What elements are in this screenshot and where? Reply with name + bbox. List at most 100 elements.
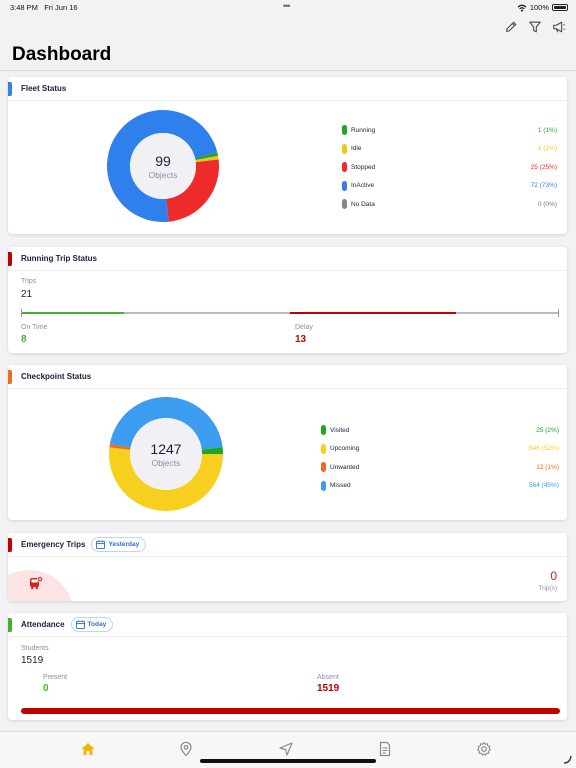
delay-value: 13 [295, 334, 307, 345]
filter-icon[interactable] [528, 20, 542, 34]
fleet-total: 99 [155, 152, 171, 169]
legend-item-unwanted[interactable]: Unwanted 12 (1%) [321, 458, 559, 477]
legend-swatch [342, 125, 347, 136]
legend-label: Running [351, 126, 376, 134]
donut-slice-unwanted[interactable] [109, 443, 131, 450]
emergency-trips-accent [8, 538, 12, 552]
legend-label: Visited [330, 426, 350, 434]
trip-bar-end-tick [558, 309, 559, 317]
legend-value: 564 (45%) [529, 482, 559, 490]
document-icon[interactable] [377, 741, 393, 757]
attendance-title: Attendance [21, 620, 65, 629]
attendance-card[interactable]: Attendance Today Students 1519 Present 0… [8, 613, 567, 720]
fleet-donut-center: 99 Objects [107, 110, 219, 222]
checkpoint-status-title: Checkpoint Status [21, 372, 92, 381]
checkpoint-legend: Visited 25 (2%) Upcoming 646 (52%) Unwanted 1… [321, 421, 559, 495]
donut-slice-inactive[interactable] [107, 110, 218, 222]
on-time-bar [22, 312, 124, 314]
legend-swatch [321, 462, 326, 473]
megaphone-icon[interactable] [552, 20, 566, 34]
trip-bar-start-tick [21, 309, 22, 317]
legend-item-upcoming[interactable]: Upcoming 646 (52%) [321, 440, 559, 459]
legend-value: 646 (52%) [529, 445, 559, 453]
emergency-trips-title: Emergency Trips [21, 540, 86, 549]
fleet-status-header: Fleet Status [8, 77, 567, 101]
donut-slice-visited[interactable] [201, 447, 223, 455]
donut-hole [130, 133, 196, 199]
running-trip-status-card[interactable]: Running Trip Status Trips 21 On Time 8 D… [8, 247, 567, 353]
emergency-count-label: Trip(s) [538, 585, 557, 592]
legend-label: InActive [351, 182, 375, 190]
home-icon[interactable] [80, 741, 96, 757]
legend-item-no-data[interactable]: No Data 0 (0%) [342, 195, 557, 214]
fleet-status-accent [8, 82, 12, 96]
page-title: Dashboard [12, 44, 112, 65]
students-value: 1519 [21, 655, 44, 666]
battery-icon [552, 4, 568, 11]
students-label: Students [21, 645, 49, 652]
fleet-status-card[interactable]: Fleet Status 99 Objects Running 1 (1%) Idl… [8, 77, 567, 234]
legend-value: 25 (25%) [530, 163, 557, 171]
status-time: 3:48 PM Fri Jun 16 [10, 3, 78, 12]
status-bar: 3:48 PM Fri Jun 16 ••• 100% [0, 0, 576, 14]
attendance-date-filter[interactable]: Today [70, 617, 114, 632]
legend-swatch [321, 480, 326, 491]
absent-value: 1519 [317, 683, 340, 694]
legend-item-idle[interactable]: Idle 1 (1%) [342, 140, 557, 159]
emergency-date-filter[interactable]: Yesterday [91, 537, 147, 552]
checkpoint-status-header: Checkpoint Status [8, 365, 567, 389]
emergency-trips-header: Emergency Trips Yesterday [8, 533, 567, 557]
attendance-header: Attendance Today [8, 613, 567, 637]
donut-hole [130, 418, 202, 490]
checkpoint-status-donut[interactable]: 1247 Objects [108, 397, 223, 511]
legend-item-missed[interactable]: Missed 564 (45%) [321, 477, 559, 496]
on-time-value: 8 [21, 334, 27, 345]
legend-value: 0 (0%) [537, 200, 557, 208]
emergency-count: 0 [550, 569, 557, 583]
legend-label: Upcoming [330, 445, 360, 453]
tab-bar [0, 731, 576, 768]
battery-percent: 100% [529, 3, 549, 12]
legend-value: 1 (1%) [537, 126, 557, 134]
resize-corner-icon [563, 755, 572, 764]
donut-slice-idle[interactable] [195, 155, 219, 163]
multitasking-dots[interactable]: ••• [283, 1, 291, 11]
location-pin-icon[interactable] [178, 741, 194, 757]
pencil-icon[interactable] [504, 20, 518, 34]
legend-label: Idle [351, 145, 362, 153]
header-actions [504, 20, 566, 34]
calendar-icon [96, 540, 106, 549]
donut-slice-running[interactable] [195, 152, 219, 161]
legend-item-stopped[interactable]: Stopped 25 (25%) [342, 158, 557, 177]
legend-item-inactive[interactable]: InActive 72 (73%) [342, 177, 557, 196]
donut-slice-upcoming[interactable] [108, 447, 223, 511]
legend-label: Missed [330, 482, 351, 490]
donut-slice-stopped[interactable] [166, 159, 219, 222]
legend-value: 25 (2%) [536, 426, 559, 434]
fleet-donut-chart [107, 110, 219, 222]
navigation-arrow-icon[interactable] [278, 741, 294, 757]
legend-value: 12 (1%) [536, 463, 559, 471]
legend-label: Stopped [351, 163, 376, 171]
home-indicator[interactable] [200, 759, 376, 763]
legend-item-running[interactable]: Running 1 (1%) [342, 121, 557, 140]
calendar-icon [75, 620, 85, 629]
fleet-total-label: Objects [148, 169, 178, 180]
attendance-bar [21, 708, 560, 714]
checkpoint-total: 1247 [150, 440, 182, 457]
attendance-accent [8, 618, 12, 632]
emergency-trips-card[interactable]: Emergency Trips Yesterday 0 Trip(s) [8, 533, 567, 601]
emergency-filter-label: Yesterday [108, 541, 140, 548]
present-value: 0 [43, 683, 49, 694]
legend-swatch [321, 425, 326, 436]
checkpoint-status-card[interactable]: Checkpoint Status 1247 Objects Visited 25… [8, 365, 567, 520]
delay-label: Delay [295, 324, 313, 331]
settings-gear-icon[interactable] [476, 741, 492, 757]
fleet-status-donut[interactable]: 99 Objects [107, 110, 219, 222]
legend-swatch [321, 443, 326, 454]
trips-value: 21 [21, 289, 33, 300]
donut-slice-missed[interactable] [109, 397, 223, 450]
absent-label: Absent [317, 674, 339, 681]
legend-value: 1 (1%) [537, 145, 557, 153]
legend-item-visited[interactable]: Visited 25 (2%) [321, 421, 559, 440]
